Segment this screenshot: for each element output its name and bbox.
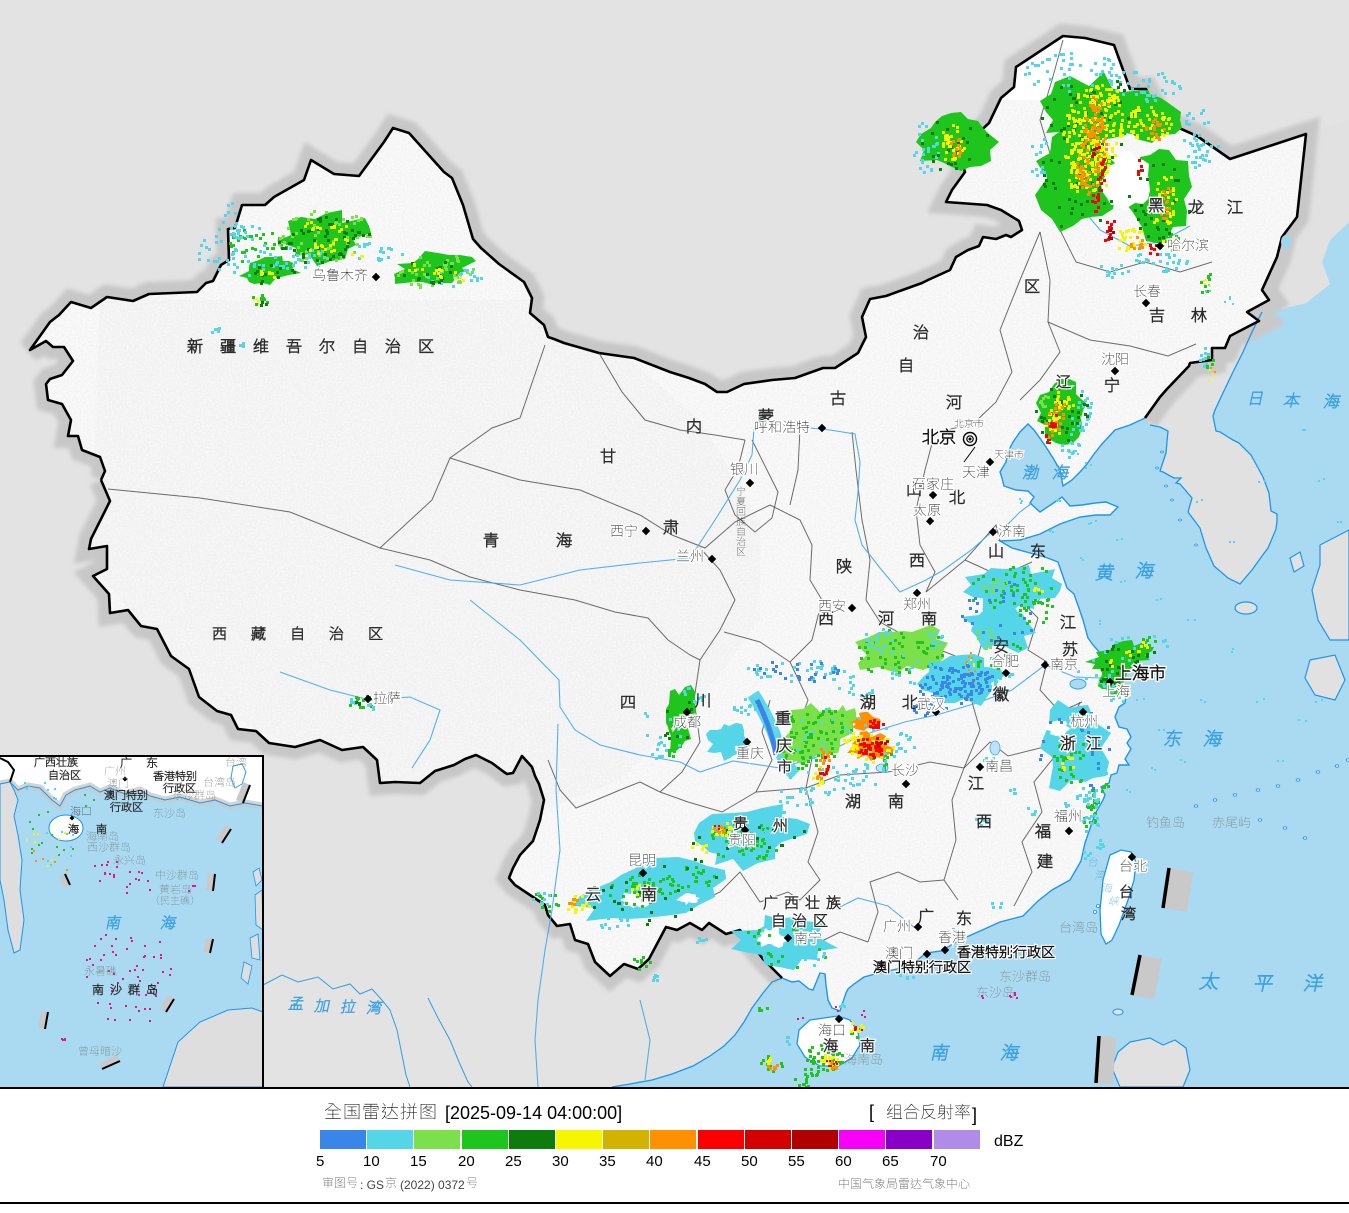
svg-text:25: 25 — [505, 1153, 522, 1170]
svg-text:5: 5 — [316, 1153, 324, 1170]
svg-text:: GS: : GS — [360, 1178, 384, 1192]
svg-text:20: 20 — [458, 1153, 475, 1170]
svg-text:15: 15 — [410, 1153, 427, 1170]
svg-text:65: 65 — [882, 1153, 899, 1170]
svg-text:30: 30 — [552, 1153, 569, 1170]
svg-text:[: [ — [869, 1102, 874, 1122]
svg-text:40: 40 — [646, 1153, 663, 1170]
svg-text:[2025-09-14 04:00:00]: [2025-09-14 04:00:00] — [445, 1103, 622, 1123]
svg-text:]: ] — [972, 1105, 977, 1125]
svg-text:(2022) 0372: (2022) 0372 — [400, 1178, 465, 1192]
svg-text:35: 35 — [599, 1153, 616, 1170]
svg-text:50: 50 — [741, 1153, 758, 1170]
svg-text:dBZ: dBZ — [994, 1133, 1024, 1150]
svg-text:10: 10 — [363, 1153, 380, 1170]
svg-text:55: 55 — [788, 1153, 805, 1170]
svg-text:70: 70 — [930, 1153, 947, 1170]
svg-text:60: 60 — [835, 1153, 852, 1170]
svg-text:45: 45 — [694, 1153, 711, 1170]
